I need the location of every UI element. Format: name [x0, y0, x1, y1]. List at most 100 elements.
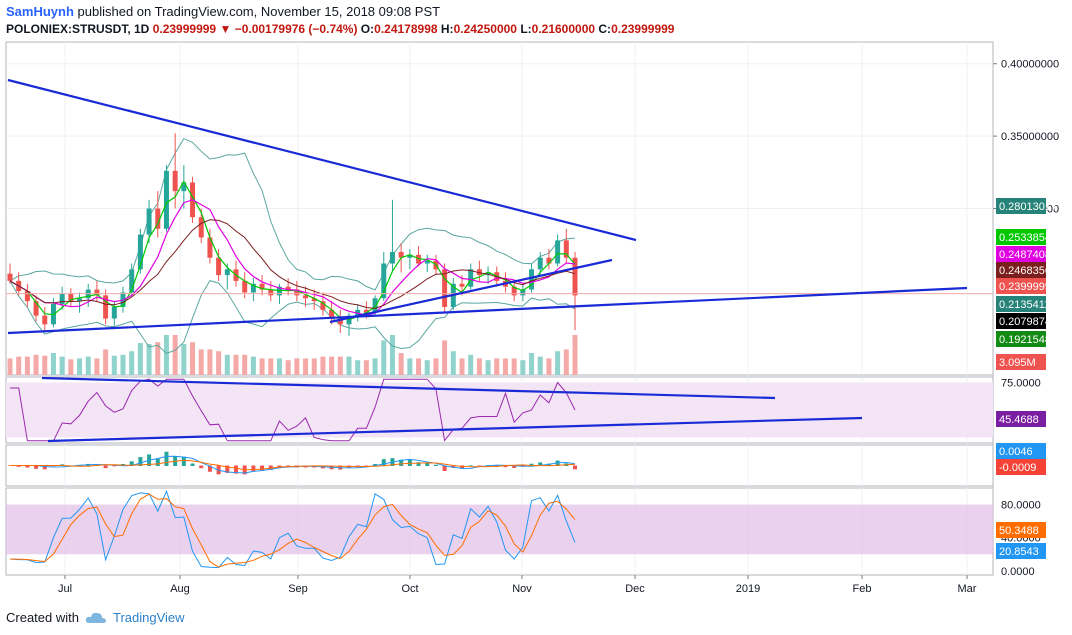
volume-bar [77, 358, 83, 375]
ema-fast-line [9, 180, 576, 321]
time-tick-label: Aug [170, 583, 190, 595]
volume-bar [546, 358, 552, 375]
macd-badge: 0.0046 [999, 446, 1033, 458]
macd-histogram-bar [381, 459, 386, 466]
volume-bar [494, 358, 500, 375]
candle-body [563, 240, 569, 258]
volume-bar [311, 358, 317, 375]
candle-body [363, 309, 369, 313]
rsi-trendline-lower [47, 416, 863, 443]
volume-bar [129, 351, 135, 375]
candle-body [259, 283, 265, 290]
candle-body [398, 251, 404, 258]
candle-body [94, 289, 100, 296]
macd-histogram-bar [103, 465, 108, 469]
volume-bar [381, 340, 387, 375]
candle-body [103, 295, 109, 319]
close-label: C: [598, 22, 612, 36]
macd-line [10, 455, 576, 474]
price-badges: 0.28013017 0.25338545 0.24874087 0.24683566… [996, 198, 1057, 559]
stoch-k-badge-bg [996, 543, 1046, 559]
macd-histogram-bar [181, 456, 186, 466]
created-with-text: Created with [6, 610, 79, 625]
low-label: L: [520, 22, 532, 36]
rsi-badge-bg [996, 411, 1046, 427]
candle-body [137, 234, 143, 270]
volume-bar [572, 335, 578, 375]
rsi-badge: 45.4688 [999, 414, 1039, 426]
volume-bar [268, 358, 274, 375]
candle-body [146, 208, 152, 235]
down-arrow-icon: ▼ [219, 22, 232, 36]
low-value: 0.21600000 [531, 22, 596, 36]
time-tick-label: 2019 [736, 583, 760, 595]
candle-body [163, 170, 169, 229]
volume-bar [216, 351, 222, 375]
macd-histogram-bar [155, 458, 160, 466]
time-tick-label: Sep [288, 583, 308, 595]
macd-histogram-bar [399, 459, 404, 466]
macd-histogram-bar [416, 462, 421, 466]
candle-body [337, 318, 343, 325]
macd-histogram-bar [468, 465, 473, 466]
macd-histogram-bar [260, 465, 265, 471]
grid [5, 41, 994, 576]
rsi-trendline-upper [41, 376, 776, 400]
volume-bar [555, 351, 561, 375]
macd-histogram-bar [112, 465, 117, 467]
price-badge: 0.21354115 [999, 299, 1056, 311]
time-tick-label: Jul [58, 583, 72, 595]
candle-body [129, 269, 135, 293]
stoch-k-line [9, 489, 576, 569]
macd-histogram-bar [42, 465, 47, 470]
candle-body [511, 286, 517, 296]
tradingview-brand[interactable]: TradingView [112, 610, 185, 625]
candle-body [311, 298, 317, 302]
candle-body [389, 251, 395, 264]
candle-body [172, 170, 178, 192]
volume-bar [346, 356, 352, 375]
tradingview-cloud-icon [85, 612, 106, 623]
volume-bar [511, 358, 517, 375]
volume-bar [250, 356, 256, 375]
macd-histogram-bar [538, 462, 543, 466]
candle-body [442, 269, 448, 307]
candle-body [216, 257, 222, 276]
volume-bar [355, 360, 361, 375]
stoch-d-line [9, 493, 576, 568]
stoch-tick-label: 0.0000 [1001, 566, 1035, 578]
volume-bar [294, 358, 300, 375]
author-name[interactable]: SamHuynh [6, 4, 74, 19]
candle-body [329, 309, 335, 319]
macd-histogram-bar [16, 465, 21, 467]
time-tick-label: Feb [853, 583, 872, 595]
macd-histogram-bar [234, 465, 238, 474]
price-badge: 0.25338545 [999, 232, 1057, 244]
candle-body [24, 291, 30, 302]
macd-histogram-bar [199, 465, 204, 469]
volume-bar [233, 354, 239, 375]
macd-histogram-bar [373, 463, 378, 466]
volume-bar [537, 356, 543, 375]
last-price: 0.23999999 [152, 22, 217, 36]
price-badge: 0.23999999 [999, 281, 1057, 293]
candle-body [546, 257, 552, 264]
volume-bar [42, 355, 48, 375]
candle-body [7, 273, 13, 281]
volume-bar [424, 360, 430, 375]
volume-bar [181, 344, 187, 375]
stoch-k-badge: 20.8543 [999, 546, 1039, 558]
high-value: 0.24250000 [453, 22, 517, 36]
volume-bar [16, 356, 22, 375]
macd-histogram-bar [460, 465, 464, 469]
macd-histogram-bar [34, 465, 39, 469]
candle-body [181, 182, 187, 192]
candle-body [303, 295, 309, 299]
trendline [7, 78, 637, 242]
volume-bar [303, 358, 309, 375]
price-badge: 0.20798747 [999, 316, 1057, 328]
candle-body [224, 269, 230, 276]
volume-bar [520, 360, 526, 375]
candle-body [555, 240, 561, 264]
